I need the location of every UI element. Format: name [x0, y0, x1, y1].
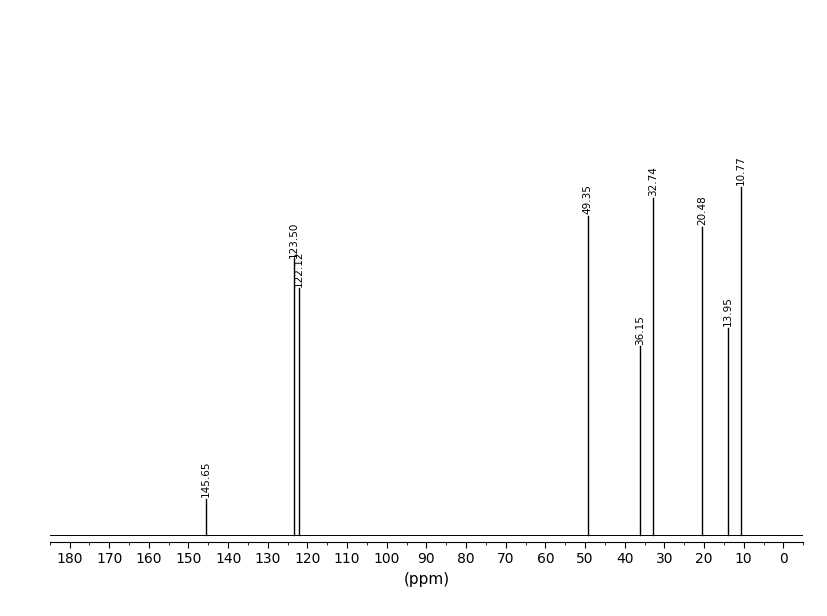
- Text: 49.35: 49.35: [582, 184, 592, 214]
- Text: 32.74: 32.74: [648, 166, 657, 196]
- Text: 145.65: 145.65: [200, 460, 211, 496]
- X-axis label: (ppm): (ppm): [403, 572, 449, 587]
- Text: 20.48: 20.48: [696, 195, 706, 225]
- Text: 13.95: 13.95: [722, 297, 732, 326]
- Text: 123.50: 123.50: [289, 221, 299, 257]
- Text: 36.15: 36.15: [634, 315, 644, 344]
- Text: 122.12: 122.12: [294, 250, 304, 286]
- Text: 10.77: 10.77: [734, 155, 745, 185]
